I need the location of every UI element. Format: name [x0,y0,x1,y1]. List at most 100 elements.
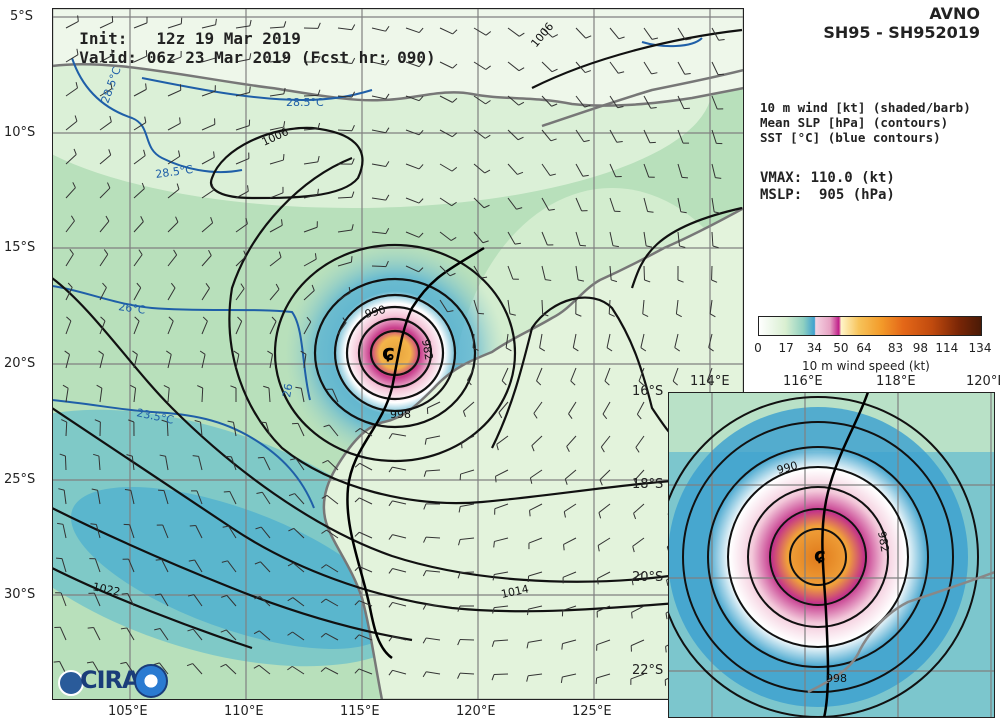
wind-barb-flag [418,198,424,204]
slp-label: 1014 [500,582,530,601]
legend-sst: SST [°C] (blue contours) [760,130,941,145]
inset-lat-label: 18°S [632,477,664,492]
wind-barb [167,188,180,199]
wind-barb [528,571,543,577]
wind-barb-flag [222,525,229,528]
lon-label: 120°E [456,704,496,719]
wind-barb [99,187,111,199]
legend-slp: Mean SLP [hPa] (contours) [760,115,949,130]
wind-barb [711,129,717,144]
wind-barb-flag [385,127,390,134]
wind-barb [371,265,387,268]
wind-barb [507,231,516,245]
wind-barb [609,265,612,280]
wind-barb [473,265,482,279]
wind-barb [494,503,509,510]
wind-barb [195,525,203,539]
wind-barb [269,256,282,267]
wind-barb [711,163,716,178]
wind-barb [631,571,645,580]
wind-barb-flag [247,185,249,192]
wind-barb-flag [519,32,525,37]
wind-barb [507,197,517,210]
inset-lon-label: 116°E [783,374,823,389]
wind-barb-flag [351,191,355,198]
wind-barb-flag [271,316,277,322]
wind-barb [405,95,420,102]
wind-barb [677,129,684,144]
wind-barb [326,495,339,505]
colorbar-label: 10 m wind speed (kt) [802,359,930,373]
wind-barb [371,197,386,201]
wind-barb-flag [107,182,111,189]
wind-barb [609,27,620,40]
wind-barb [337,229,352,233]
wind-barb [269,26,285,29]
wind-barb [405,231,420,238]
colorbar-ticks: 0 17 34 50 64 83 98 114 134 [754,341,991,357]
wind-barb-flag [103,249,109,255]
wind-barb-flag [566,446,570,453]
wind-barb [133,388,137,403]
wind-barb [201,156,215,165]
wind-barb [99,287,107,301]
inset-lon-label: 118°E [876,374,916,389]
wind-barb-flag [526,642,529,649]
wind-barb-flag [492,607,495,614]
wind-barb [439,299,448,313]
wind-barb [405,265,419,273]
wind-barb [235,91,250,97]
wind-barb [358,668,373,675]
wind-barb [201,57,216,63]
wind-barb-flag [166,350,172,355]
wind-barb [609,197,615,212]
wind-barb-flag [647,211,654,213]
wind-barb-flag [665,646,667,653]
colorbar-tick-label: 50 [833,341,849,355]
wind-barb [711,95,718,110]
wind-barb [201,287,210,301]
wind-barb-flag [237,316,243,322]
wind-barb [201,189,214,199]
wind-barb-flag [526,609,529,616]
wind-barb [392,534,407,539]
valid-time: Valid: 06z 23 Mar 2019 (Fcst hr: 090) [60,29,435,67]
wind-barb-flag [263,385,270,389]
wind-barb [337,95,352,98]
wind-barb-flag [631,579,634,586]
wind-barb-flag [635,447,640,453]
wind-barb [163,490,169,505]
wind-barb-flag [109,115,112,122]
wind-barb [303,161,318,165]
colorbar-tick-label: 34 [806,341,822,355]
wind-barb-flag [602,413,608,420]
wind-barb-flag [67,282,73,288]
wind-barb [133,88,147,97]
wind-barb [268,388,271,403]
wind-barb-flag [121,593,128,595]
wind-barb-flag [495,476,497,483]
wind-barb [303,354,307,369]
wind-barb [633,503,645,514]
wind-barb [65,354,71,369]
wind-barb [303,258,317,267]
wind-barb-flag [155,559,162,561]
wind-barb [167,221,179,233]
cira-logo: CIRA [58,664,168,698]
wind-barb-flag [706,380,713,386]
lat-lon-grid [52,8,744,700]
wind-barb [563,537,577,545]
wind-barb-flag [611,279,618,283]
wind-barb [261,492,271,505]
wind-barb [496,435,509,445]
wind-barb-flag [105,215,110,222]
wind-barb [326,529,339,539]
wind-barb [564,469,577,480]
sst-contours [52,37,703,509]
wind-barb [60,592,67,607]
wind-barb [265,422,271,437]
wind-barb-flag [677,279,684,283]
wind-barb-flag [143,149,146,156]
wind-barb-flag [632,546,635,553]
wind-barb-flag [551,103,558,107]
